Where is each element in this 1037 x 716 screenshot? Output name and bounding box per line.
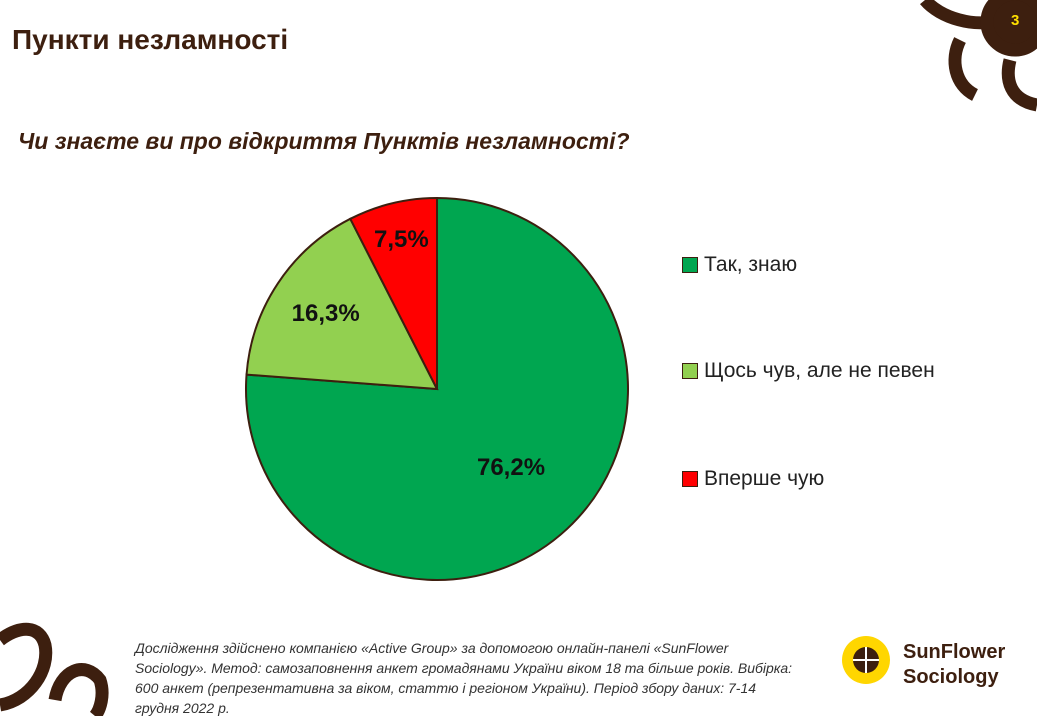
footnote: Дослідження здійснено компанією «Active … [135, 640, 793, 716]
logo-line: Sociology [903, 666, 999, 688]
logo-line: SunFlower [903, 641, 1006, 663]
corner-flower [0, 622, 109, 716]
logo-icon [842, 636, 890, 684]
legend-label: Щось чув, але не певен [704, 359, 935, 382]
legend-label: Вперше чую [704, 467, 825, 490]
pie-slice [245, 217, 439, 391]
legend-label: Так, знаю [704, 253, 798, 276]
legend-swatch [682, 363, 698, 379]
pie-slice [348, 196, 438, 390]
logo-text: SunFlower Sociology [903, 640, 1005, 690]
corner-flower [920, 0, 1037, 112]
legend-item: Щось чув, але не певен [682, 354, 944, 387]
page-number: 3 [1011, 12, 1020, 29]
legend-item: Так, знаю [682, 248, 944, 281]
data-label: 7,5% [374, 226, 429, 253]
legend-swatch [682, 471, 698, 487]
legend-item: Вперше чую [682, 462, 944, 495]
chart-title: Чи знаєте ви про відкриття Пунктів незла… [18, 128, 630, 154]
slide-title: Пункти незламності [12, 24, 289, 55]
legend-swatch [682, 257, 698, 273]
data-label: 16,3% [292, 300, 360, 327]
data-label: 76,2% [477, 454, 545, 481]
